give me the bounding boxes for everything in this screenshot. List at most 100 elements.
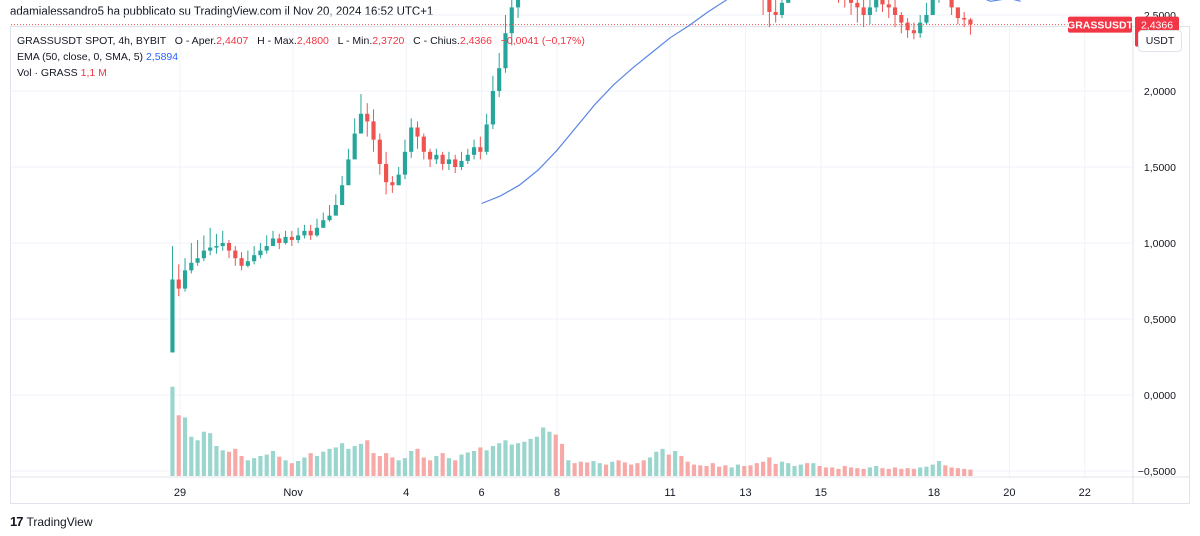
candle-body [440, 154, 445, 164]
volume-bar [911, 468, 916, 476]
volume-bar [918, 467, 923, 476]
legend-symbol: GRASSUSDT SPOT, 4h, BYBIT [17, 35, 166, 47]
volume-bar [195, 440, 200, 476]
x-tick-label: 15 [815, 487, 827, 499]
volume-bar [321, 451, 326, 476]
volume-bar [647, 457, 653, 476]
candle-body [377, 139, 382, 164]
candle-body [968, 19, 973, 25]
candle-body [955, 7, 960, 19]
volume-bar [226, 451, 232, 476]
candle-body [867, 7, 872, 15]
legend-open-label: O - Aper. [174, 35, 217, 47]
candle-body [892, 7, 898, 15]
candle-body [855, 2, 860, 8]
candle-body [886, 4, 891, 8]
candle-body [930, 0, 935, 15]
legend-close-label: C - Chius. [413, 35, 460, 47]
last-price-symbol-tag [1068, 16, 1132, 33]
volume-bar [453, 460, 458, 476]
volume-bar [541, 427, 546, 476]
volume-bar [497, 443, 502, 476]
candle-body [358, 113, 364, 134]
x-tick-label: 18 [928, 487, 940, 499]
volume-bar [842, 466, 847, 476]
candle-body [949, 0, 954, 8]
candle-body [767, 0, 772, 12]
volume-bar [805, 463, 810, 476]
volume-bar [641, 460, 646, 476]
volume-bar [572, 463, 577, 476]
legend-ema-row[interactable]: EMA (50, close, 0, SMA, 5) 2,5894 [17, 49, 585, 65]
candle-body [918, 22, 923, 34]
volume-bar [591, 461, 596, 476]
candle-body [446, 159, 452, 164]
legend-volume-row[interactable]: Vol · GRASS 1,1 M [17, 65, 585, 81]
volume-bar [365, 440, 370, 476]
volume-bar [880, 468, 885, 476]
candle-body [239, 258, 244, 266]
x-tick-label: 4 [403, 487, 409, 499]
volume-bar [691, 464, 697, 476]
volume-bar [289, 463, 294, 476]
volume-bar [402, 458, 408, 476]
candle-body [428, 151, 433, 160]
volume-bar [817, 466, 822, 476]
volume-bar [352, 446, 357, 476]
volume-bar [761, 461, 766, 476]
candle-body [515, 0, 521, 8]
candle-body [497, 68, 502, 91]
volume-bar [258, 456, 263, 476]
chart-frame[interactable] [10, 26, 1190, 504]
volume-bar [314, 456, 320, 476]
candle-body [252, 255, 257, 262]
tradingview-logo[interactable]: 17 TradingView [10, 514, 93, 529]
candle-body [509, 7, 514, 34]
volume-bar [340, 443, 345, 476]
volume-bar [905, 468, 910, 476]
candle-body [390, 182, 395, 186]
legend-low-label: L - Min. [337, 35, 373, 47]
candle-body [314, 227, 320, 236]
candle-body [289, 236, 294, 240]
candle-body [453, 159, 458, 167]
volume-bar [660, 448, 665, 476]
y-tick-label: 1,0000 [1144, 238, 1176, 250]
volume-bar [823, 467, 829, 476]
candle-body [899, 15, 904, 23]
volume-bar [811, 463, 816, 476]
candle-body [346, 159, 351, 186]
volume-bar [735, 464, 741, 476]
currency-unit-button[interactable]: USDT [1138, 30, 1182, 52]
volume-bar [189, 436, 194, 476]
volume-bar [603, 464, 609, 476]
volume-bar [409, 451, 414, 476]
volume-bar [723, 465, 728, 476]
volume-bar [955, 468, 960, 476]
candle-body [459, 160, 464, 167]
x-tick-label: 6 [479, 487, 485, 499]
volume-bar [855, 468, 860, 476]
volume-bar [377, 456, 382, 476]
volume-bar [899, 468, 904, 476]
volume-bar [710, 463, 715, 476]
chart-legend: GRASSUSDT SPOT, 4h, BYBIT O - Aper.2,440… [17, 33, 585, 81]
volume-bar [673, 451, 678, 476]
volume-bar [830, 467, 835, 476]
volume-bar [968, 469, 973, 476]
candle-body [861, 7, 866, 15]
x-tick-label: 29 [174, 487, 186, 499]
last-price-symbol: GRASSUSDT [1067, 20, 1134, 32]
candle-body [415, 127, 420, 137]
legend-high-value: 2,4800 [296, 35, 329, 47]
x-tick-label: 8 [554, 487, 560, 499]
candle-body [396, 174, 401, 186]
volume-bar [836, 468, 841, 476]
volume-bar [428, 460, 433, 476]
volume-bar [390, 457, 395, 476]
legend-close-value: 2,4366 [459, 35, 492, 47]
volume-bar [773, 463, 778, 476]
candle-body [779, 2, 785, 15]
legend-open-value: 2,4407 [216, 35, 249, 47]
